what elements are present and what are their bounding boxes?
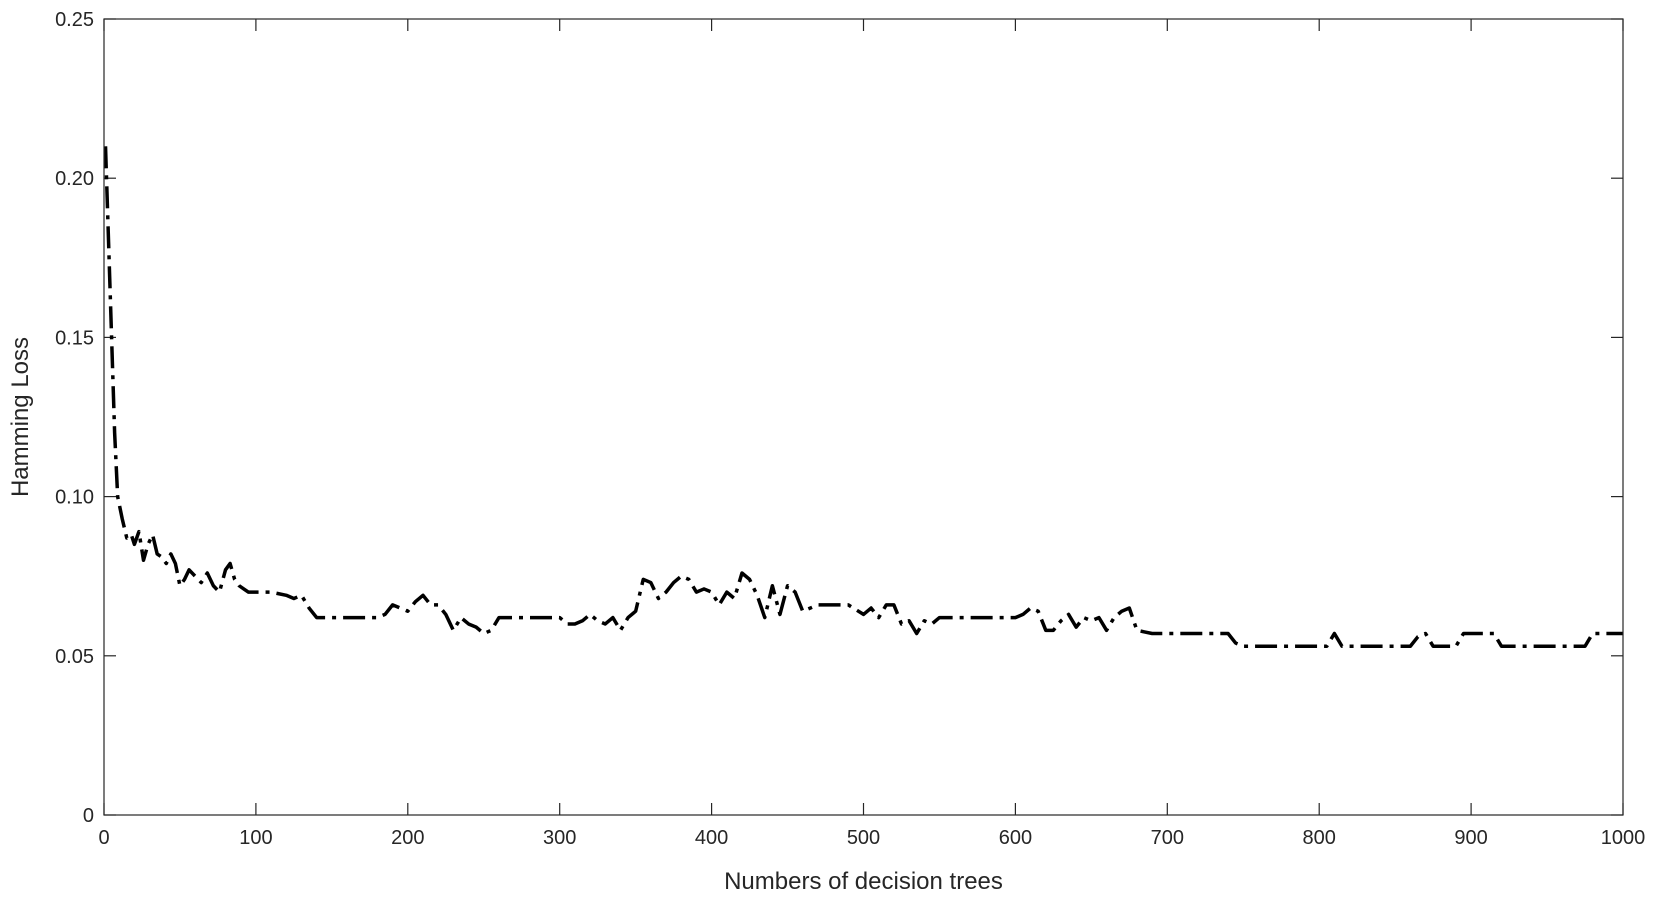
x-tick-label: 300 [543, 827, 576, 849]
x-tick-label: 600 [999, 827, 1032, 849]
series-line [103, 146, 1623, 648]
y-tick-label: 0.20 [55, 168, 94, 190]
x-tick-label: 200 [391, 827, 424, 849]
y-tick-label: 0.05 [55, 646, 94, 668]
x-tick-label: 900 [1454, 827, 1487, 849]
x-tick-label: 100 [239, 827, 272, 849]
x-tick-label: 0 [98, 827, 109, 849]
plot-frame [103, 18, 1624, 816]
x-axis-label: Numbers of decision trees [724, 868, 1003, 895]
y-tick-label: 0.25 [55, 9, 94, 31]
x-tick-label: 700 [1151, 827, 1184, 849]
x-tick-label: 400 [695, 827, 728, 849]
x-tick-label: 500 [847, 827, 880, 849]
y-axis-label: Hamming Loss [7, 337, 34, 497]
x-tick-label: 800 [1303, 827, 1336, 849]
x-tick-label: 1000 [1601, 827, 1646, 849]
y-tick-label: 0.10 [55, 487, 94, 509]
y-tick-label: 0.15 [55, 327, 94, 349]
tick-labels: 0 100 200 300 400 500 600 700 800 900 1000 0 0.05 0.1… [55, 9, 1645, 849]
plot-area [104, 19, 1623, 815]
y-tick-label: 0 [83, 805, 94, 827]
